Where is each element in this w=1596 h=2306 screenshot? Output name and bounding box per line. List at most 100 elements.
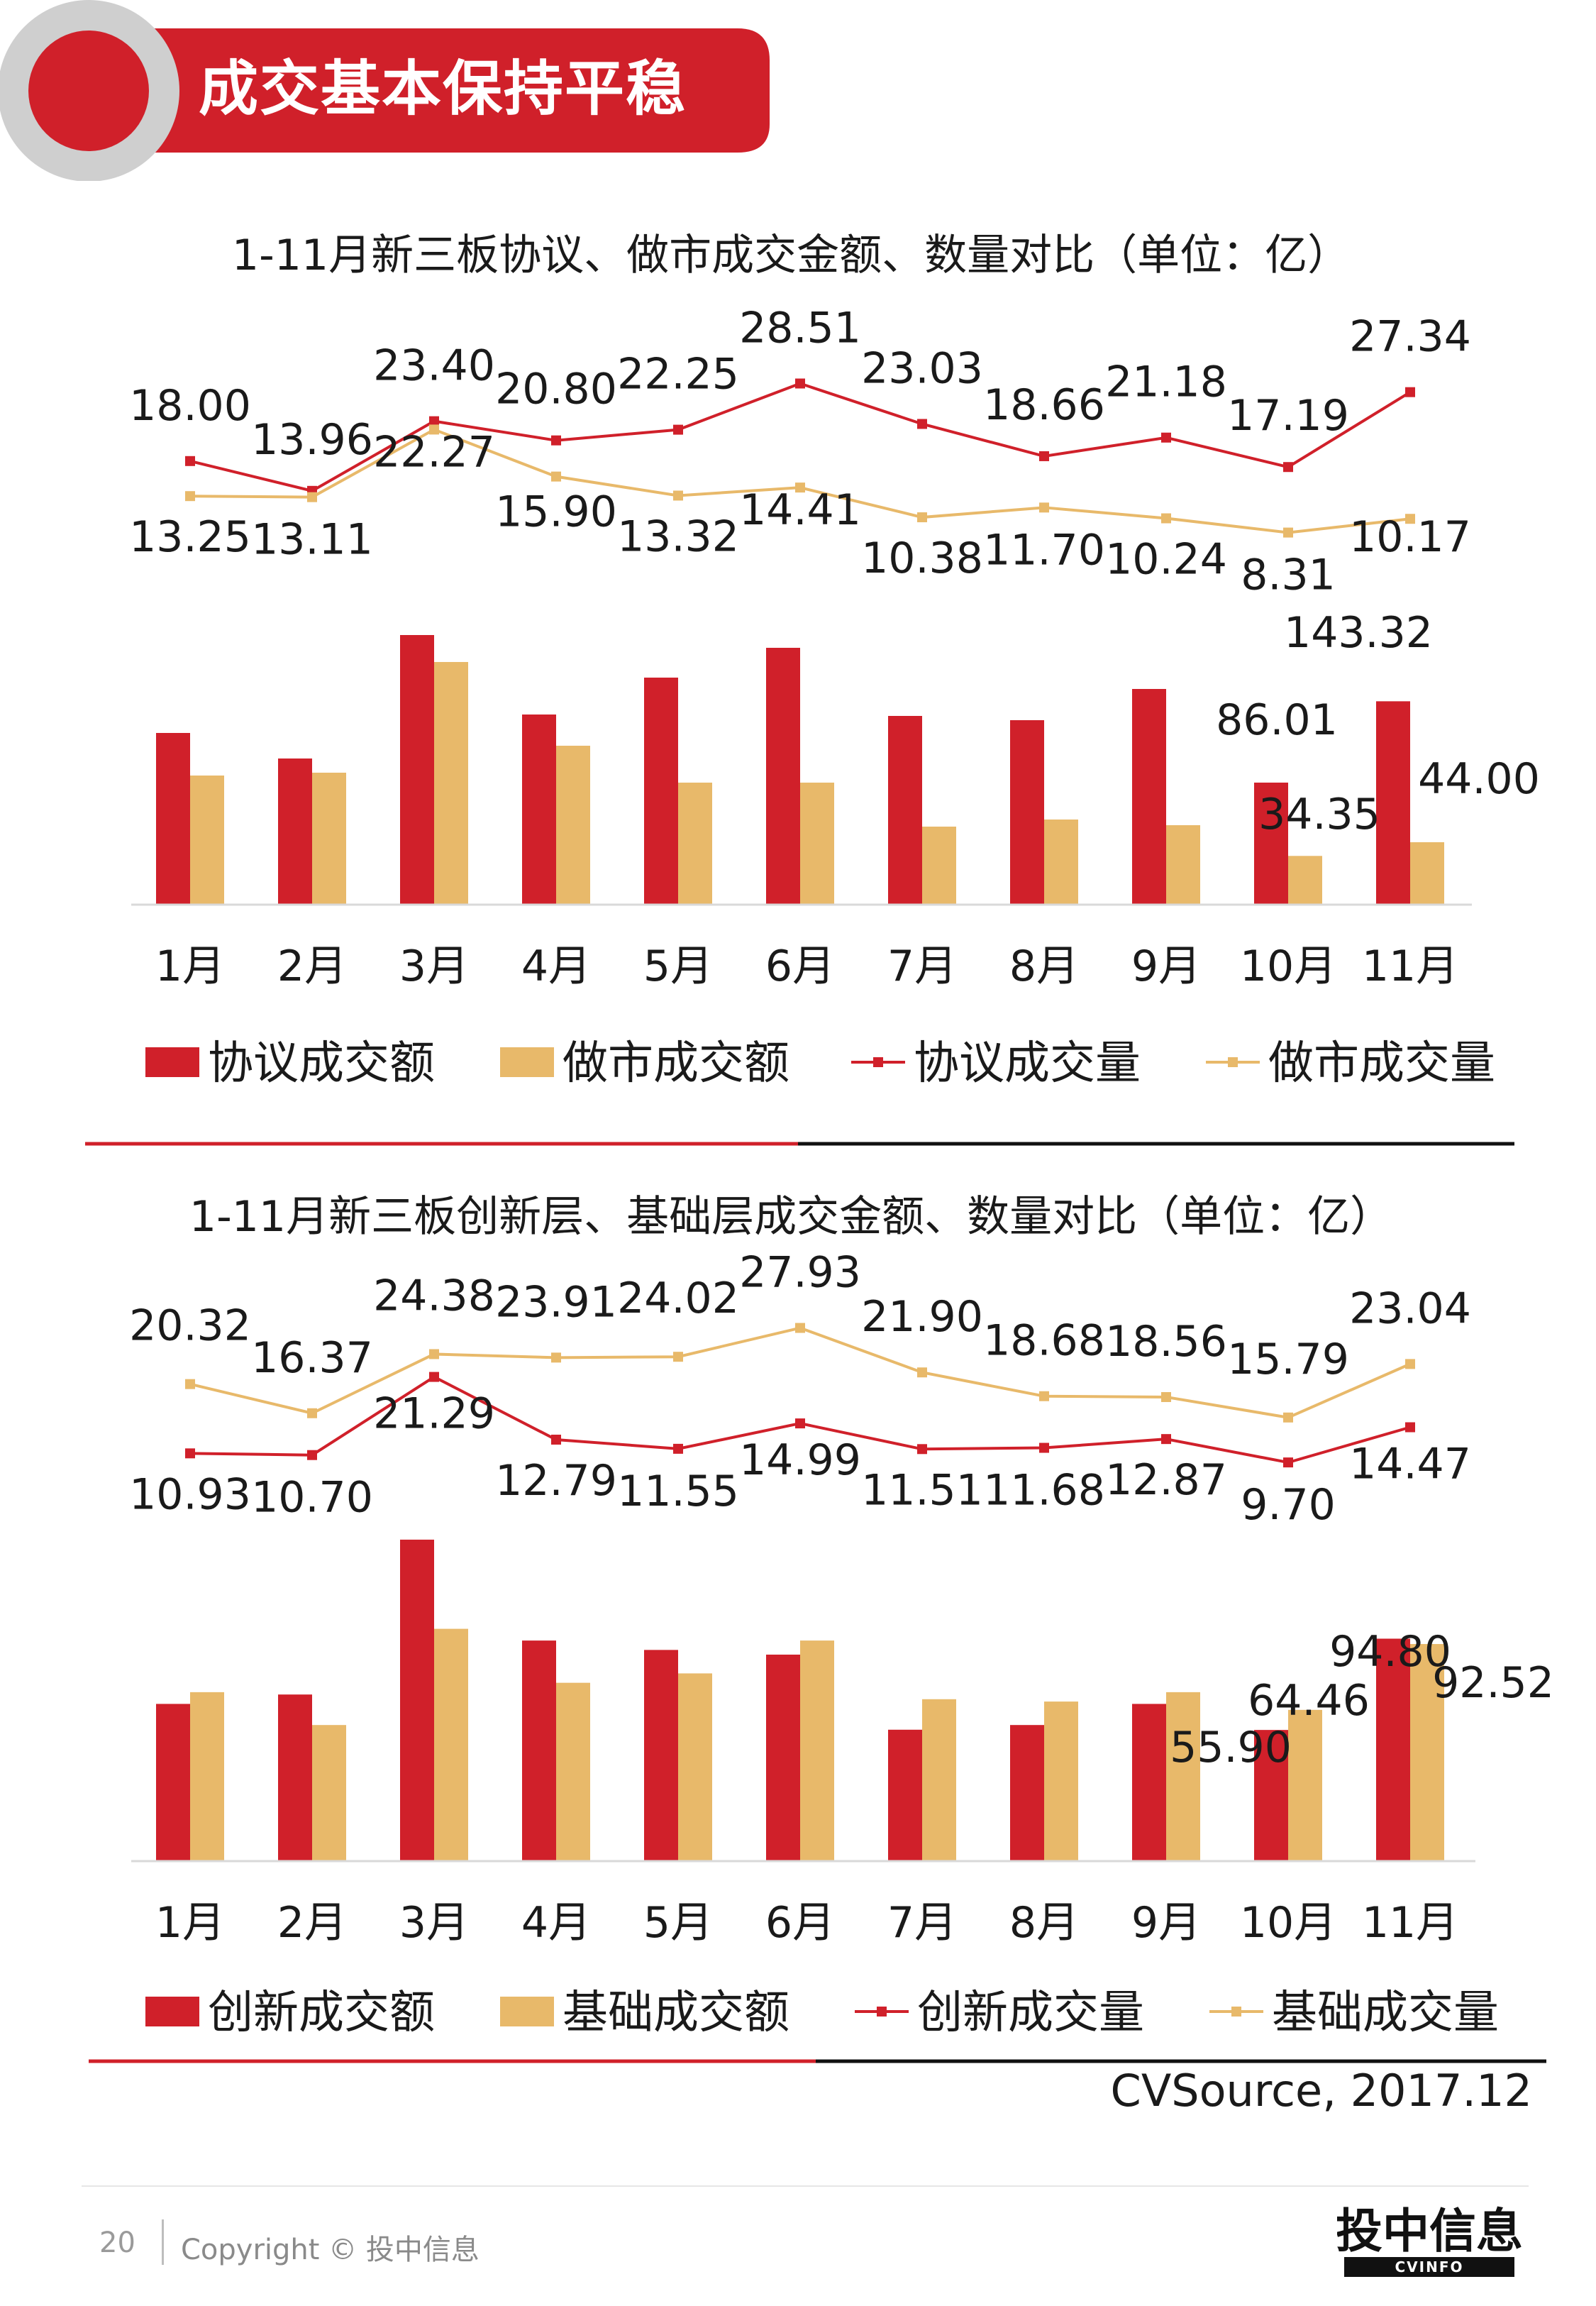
bar-primary [522, 1640, 556, 1861]
x-tick-label: 4月 [521, 1898, 591, 1948]
data-label: 15.90 [495, 487, 617, 537]
legend-label: 创新成交额 [208, 1987, 435, 2039]
data-label: 13.96 [251, 415, 373, 465]
line-marker [1405, 1359, 1415, 1369]
data-label: 55.90 [1170, 1723, 1292, 1772]
data-label: 14.47 [1349, 1440, 1471, 1489]
legend-marker [1231, 2007, 1241, 2017]
bar-secondary [922, 1699, 956, 1861]
line-marker [185, 1448, 195, 1459]
bar-primary [1254, 1730, 1288, 1861]
line-marker [429, 1349, 439, 1359]
bar-secondary [1410, 842, 1444, 905]
x-tick-label: 11月 [1362, 942, 1458, 991]
bar-primary [888, 716, 922, 905]
line-marker [1161, 1391, 1171, 1402]
source-note: CVSource, 2017.12 [1110, 2065, 1532, 2117]
data-label: 92.52 [1432, 1658, 1554, 1708]
line-marker [1283, 1457, 1293, 1468]
data-label: 13.25 [129, 512, 251, 562]
line-marker [429, 416, 439, 426]
legend-marker [1228, 1057, 1238, 1067]
legend-label: 协议成交额 [208, 1037, 435, 1090]
data-label: 12.87 [1105, 1455, 1227, 1505]
data-label: 143.32 [1284, 608, 1433, 658]
x-tick-label: 2月 [277, 1898, 347, 1948]
x-tick-label: 6月 [765, 1898, 835, 1948]
data-label: 12.79 [495, 1456, 617, 1506]
bar-secondary [800, 783, 834, 905]
x-tick-label: 6月 [765, 942, 835, 991]
data-label: 34.35 [1258, 790, 1380, 839]
legend-label: 创新成交量 [917, 1987, 1144, 2039]
bar-primary [1010, 1725, 1044, 1861]
logo-en-text: CVINFO [1395, 2258, 1464, 2275]
line-marker [1161, 513, 1171, 524]
cvinfo-logo: 投中信息 CVINFO [1337, 2204, 1522, 2277]
line-marker [1283, 527, 1293, 538]
bar-primary [400, 635, 434, 905]
data-label: 23.04 [1349, 1284, 1471, 1333]
line-marker [1405, 514, 1415, 524]
data-label: 10.70 [251, 1473, 373, 1523]
line-marker [429, 1372, 439, 1382]
data-label: 18.56 [1105, 1317, 1227, 1367]
legend-label: 做市成交量 [1268, 1037, 1495, 1090]
data-label: 10.93 [129, 1469, 251, 1519]
bar-primary [766, 1654, 800, 1861]
x-tick-label: 10月 [1240, 1898, 1336, 1948]
chart-title: 1-11月新三板创新层、基础层成交金额、数量对比（单位：亿） [189, 1192, 1392, 1242]
data-label: 16.37 [251, 1333, 373, 1383]
data-label: 20.80 [495, 365, 617, 414]
bar-secondary [1288, 1709, 1322, 1861]
data-label: 86.01 [1216, 695, 1338, 745]
bar-secondary [556, 746, 590, 905]
bar-secondary [678, 1673, 712, 1861]
data-label: 23.91 [495, 1277, 617, 1327]
x-tick-label: 3月 [399, 942, 469, 991]
line-marker [307, 492, 317, 502]
x-tick-label: 9月 [1131, 1898, 1201, 1948]
bar-primary [278, 1694, 312, 1861]
line-marker [429, 424, 439, 435]
line-marker [551, 1434, 561, 1445]
line-marker [551, 471, 561, 482]
data-label: 11.68 [983, 1466, 1105, 1516]
logo-cn-text: 投中信息 [1337, 2204, 1522, 2258]
page-number: 20 [99, 2227, 135, 2259]
header-circle-inner [28, 31, 149, 151]
bar-secondary [312, 1725, 346, 1861]
line-marker [795, 482, 805, 493]
line-marker [307, 1408, 317, 1418]
data-label: 11.51 [861, 1465, 983, 1515]
x-tick-label: 5月 [643, 1898, 713, 1948]
line-marker [551, 1352, 561, 1363]
data-label: 94.80 [1329, 1627, 1451, 1677]
data-label: 44.00 [1418, 754, 1540, 804]
bar-primary [278, 758, 312, 905]
bar-primary [156, 733, 190, 905]
legend-marker [873, 1057, 883, 1067]
x-tick-label: 9月 [1131, 942, 1201, 991]
legend-swatch [145, 1997, 199, 2026]
bar-primary [644, 1650, 678, 1861]
line-marker [1405, 387, 1415, 397]
line-marker [917, 1367, 927, 1378]
data-label: 28.51 [739, 303, 861, 353]
legend-swatch [145, 1047, 199, 1077]
data-label: 21.90 [861, 1292, 983, 1342]
line-marker [795, 1418, 805, 1429]
line-marker [795, 378, 805, 389]
data-label: 11.70 [983, 525, 1105, 575]
data-label: 22.25 [617, 350, 739, 399]
data-label: 15.79 [1227, 1335, 1349, 1384]
line-marker [551, 435, 561, 446]
bar-primary [1132, 1704, 1166, 1861]
legend-swatch [500, 1047, 554, 1077]
data-label: 21.18 [1105, 358, 1227, 407]
line-marker [185, 456, 195, 466]
bar-secondary [1166, 825, 1200, 905]
bar-secondary [800, 1640, 834, 1861]
bar-primary [400, 1539, 434, 1861]
legend-label: 基础成交量 [1272, 1987, 1499, 2039]
